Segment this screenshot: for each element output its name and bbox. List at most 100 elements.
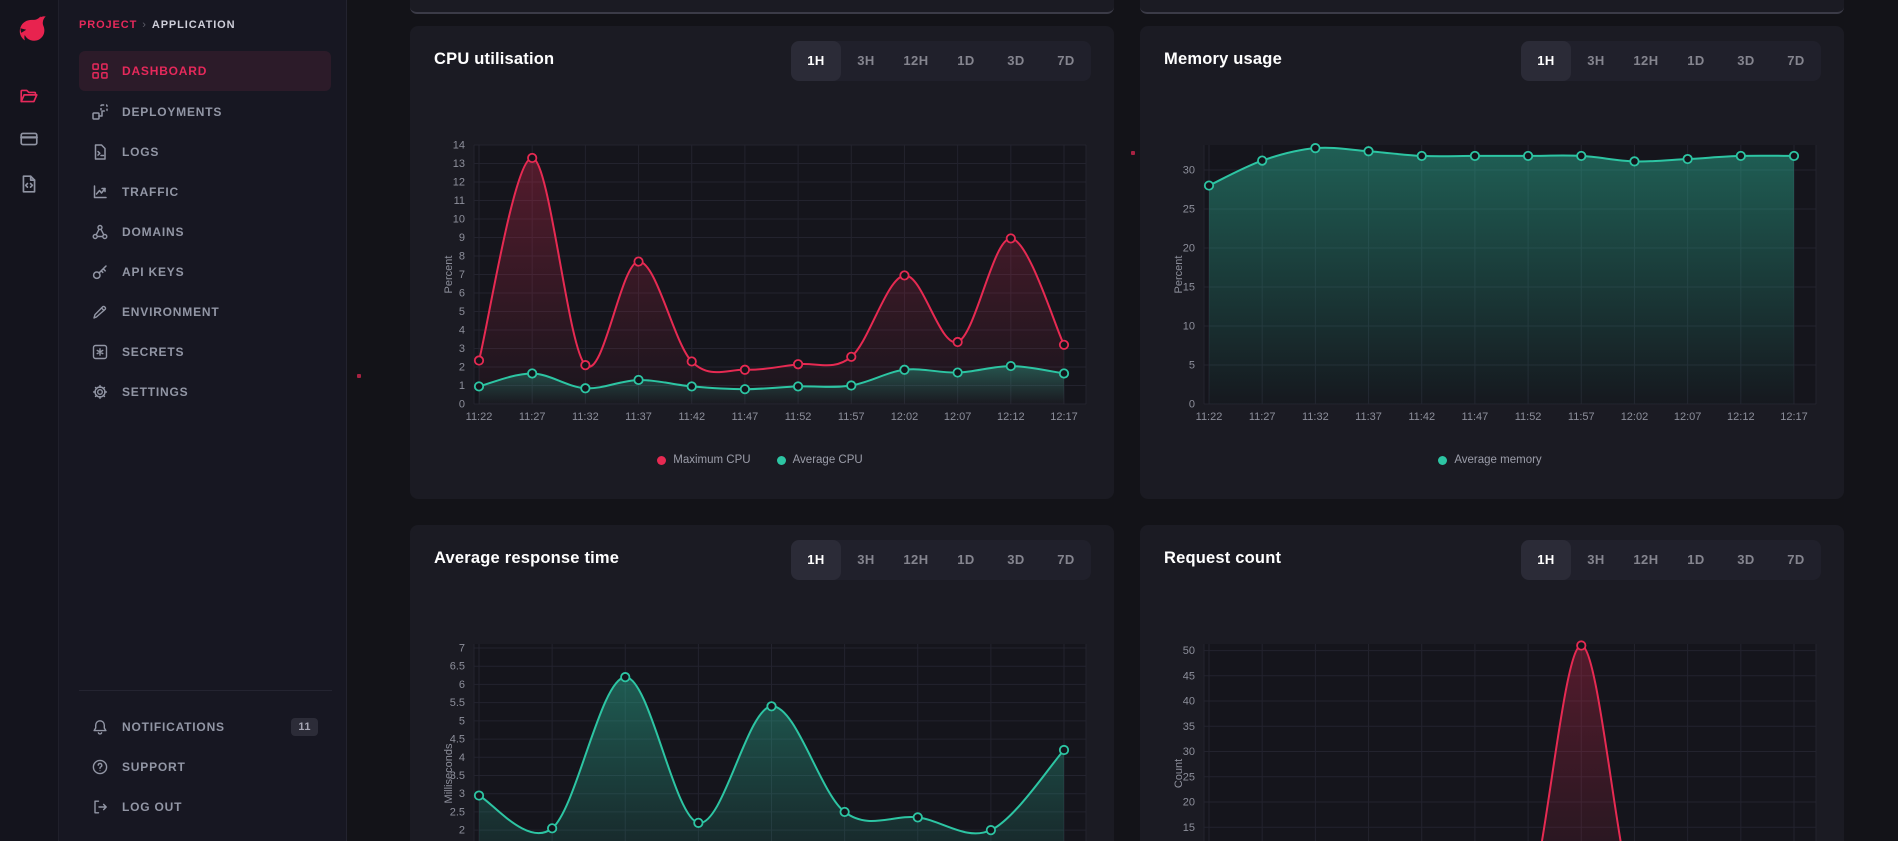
sidebar-item-secrets[interactable]: SECRETS [59,332,346,372]
sidebar-item-notifications[interactable]: NOTIFICATIONS 11 [59,707,346,747]
data-point[interactable] [846,351,857,362]
range-button-1d[interactable]: 1D [1687,53,1705,68]
data-point[interactable] [527,368,538,379]
sidebar-item-log-out[interactable]: LOG OUT [59,787,346,827]
data-point[interactable] [739,364,751,375]
sidebar-item-logs[interactable]: LOGS [59,132,346,172]
range-button-3h[interactable]: 3H [857,53,875,68]
range-button-7d[interactable]: 7D [1787,53,1805,68]
range-button-3h[interactable]: 3H [1587,53,1605,68]
nestjs-logo[interactable] [9,10,49,50]
data-point[interactable] [1058,368,1070,379]
range-button-1d[interactable]: 1D [957,53,975,68]
data-point[interactable] [473,790,485,801]
data-point[interactable] [792,381,804,392]
data-point[interactable] [473,381,485,392]
legend-item[interactable]: Average CPU [776,454,863,466]
data-point[interactable] [633,374,644,386]
sidebar-item-environment[interactable]: ENVIRONMENT [59,292,346,332]
data-point[interactable] [1310,143,1321,154]
x-tick-label: 12:02 [891,411,919,423]
data-point[interactable] [899,364,910,375]
data-point[interactable] [1522,150,1534,162]
data-point[interactable] [580,360,591,371]
data-point[interactable] [739,384,751,395]
range-button-3d[interactable]: 3D [1737,552,1755,567]
sidebar-item-settings[interactable]: SETTINGS [59,372,346,412]
data-point[interactable] [899,270,910,281]
data-point[interactable] [633,256,644,267]
range-button-12h[interactable]: 12H [903,53,929,68]
data-point[interactable] [1203,180,1215,191]
legend-item[interactable]: Maximum CPU [657,454,751,466]
range-button-3d[interactable]: 3D [1007,552,1025,567]
range-button-12h[interactable]: 12H [1633,53,1659,68]
data-point[interactable] [1629,156,1640,167]
data-point[interactable] [693,817,704,828]
data-point[interactable] [985,825,996,836]
data-point[interactable] [1257,155,1268,166]
data-point[interactable] [952,367,963,378]
range-button-1h[interactable]: 1H [1521,41,1571,81]
data-point[interactable] [1005,233,1016,244]
range-button-1h[interactable]: 1H [1521,540,1571,580]
folder-open-icon[interactable] [19,86,39,106]
data-point[interactable] [1576,150,1587,162]
y-tick-label: 4 [459,325,465,337]
data-point[interactable] [686,356,697,367]
range-button-12h[interactable]: 12H [903,552,929,567]
data-point[interactable] [580,383,591,394]
sidebar-item-label: DASHBOARD [122,64,208,78]
average-response-time-chart[interactable]: 2 2.5 3 3.5 4 4.5 5 5.5 6 6.5 7 Milliseconds [440,615,1100,841]
data-point[interactable] [473,355,485,366]
data-point[interactable] [1576,640,1587,651]
sidebar-item-support[interactable]: SUPPORT [59,747,346,787]
sidebar-item-domains[interactable]: DOMAINS [59,212,346,252]
data-point[interactable] [1363,146,1374,157]
data-point[interactable] [527,152,538,164]
y-tick-label: 6 [459,679,465,691]
range-button-3d[interactable]: 3D [1737,53,1755,68]
data-point[interactable] [547,823,558,834]
credit-card-icon[interactable] [19,129,39,149]
data-point[interactable] [846,380,857,391]
code-file-icon[interactable] [19,174,39,194]
sidebar-item-api-keys[interactable]: API KEYS [59,252,346,292]
range-button-7d[interactable]: 7D [1057,552,1075,567]
range-button-1d[interactable]: 1D [957,552,975,567]
data-point[interactable] [1788,150,1800,162]
sidebar-item-traffic[interactable]: TRAFFIC [59,172,346,212]
data-point[interactable] [1005,360,1016,372]
range-button-1h[interactable]: 1H [791,41,841,81]
legend-item[interactable]: Average memory [1438,454,1542,466]
data-point[interactable] [620,672,631,683]
data-point[interactable] [952,336,963,348]
range-button-3d[interactable]: 3D [1007,53,1025,68]
breadcrumb-project[interactable]: PROJECT [79,19,138,31]
sidebar-item-dashboard[interactable]: DASHBOARD [79,51,331,91]
memory-usage-chart[interactable]: 0 5 10 15 20 25 30 11:22 11:27 11:32 11:37 11:42 11:… [1170,116,1830,446]
data-point[interactable] [1058,339,1070,350]
range-button-7d[interactable]: 7D [1787,552,1805,567]
artifact-dot [1131,151,1135,155]
data-point[interactable] [792,359,804,370]
data-point[interactable] [1416,150,1427,162]
range-button-7d[interactable]: 7D [1057,53,1075,68]
data-point[interactable] [686,381,697,392]
sidebar-item-deployments[interactable]: DEPLOYMENTS [59,92,346,132]
breadcrumb-application[interactable]: APPLICATION [151,19,236,31]
range-button-12h[interactable]: 12H [1633,552,1659,567]
range-button-3h[interactable]: 3H [857,552,875,567]
data-point[interactable] [1469,150,1481,162]
data-point[interactable] [839,806,850,818]
range-button-1d[interactable]: 1D [1687,552,1705,567]
data-point[interactable] [1058,744,1070,756]
range-button-3h[interactable]: 3H [1587,552,1605,567]
request-count-chart[interactable]: 15 20 25 30 35 40 45 50 Count [1170,615,1830,841]
data-point[interactable] [1682,153,1693,165]
data-point[interactable] [766,701,777,712]
data-point[interactable] [1735,150,1746,162]
range-button-1h[interactable]: 1H [791,540,841,580]
data-point[interactable] [912,812,923,823]
